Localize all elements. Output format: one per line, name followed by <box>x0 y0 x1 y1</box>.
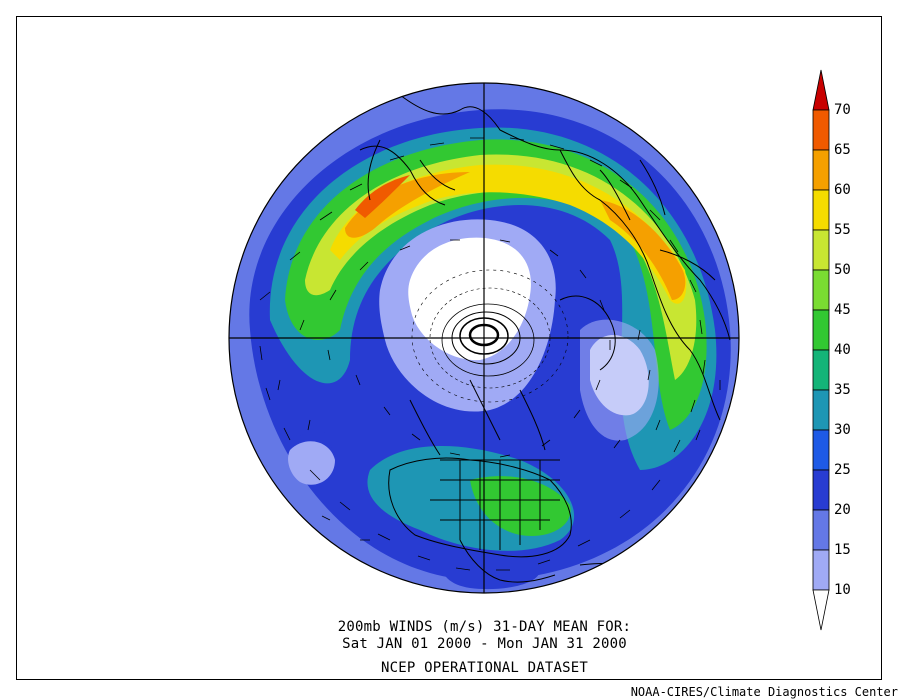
colorbar-label-55: 55 <box>834 222 851 238</box>
colorbar-segment <box>812 389 830 431</box>
colorbar-segment <box>812 109 830 151</box>
caption-line-2: Sat JAN 01 2000 - Mon JAN 31 2000 <box>342 636 627 652</box>
colorbar-label-15: 15 <box>834 542 851 558</box>
plot-frame <box>16 16 882 680</box>
map-boundary <box>228 82 740 594</box>
colorbar-label-50: 50 <box>834 262 851 278</box>
colorbar-label-70: 70 <box>834 102 851 118</box>
colorbar-segment <box>812 549 830 591</box>
colorbar-segment <box>812 229 830 271</box>
caption-line-1: 200mb WINDS (m/s) 31-DAY MEAN FOR: <box>337 619 632 635</box>
colorbar-label-25: 25 <box>834 462 851 478</box>
colorbar-segment <box>812 269 830 311</box>
colorbar-segment <box>812 469 830 511</box>
colorbar-label-10: 10 <box>834 582 851 598</box>
coastlines <box>359 94 731 583</box>
colorbar-label-20: 20 <box>834 502 851 518</box>
colorbar-segment <box>812 349 830 391</box>
colorbar-segment <box>812 189 830 231</box>
colorbar-label-40: 40 <box>834 342 851 358</box>
colorbar-top-arrow <box>812 69 830 111</box>
colorbar-segment <box>812 509 830 551</box>
colorbar-segment <box>812 149 830 191</box>
colorbar-bottom-arrow <box>812 589 830 631</box>
credit-text: NOAA-CIRES/Climate Diagnostics Center <box>630 685 898 699</box>
colorbar-segment <box>812 309 830 351</box>
colorbar-segment <box>812 429 830 471</box>
colorbar-label-65: 65 <box>834 142 851 158</box>
colorbar-label-30: 30 <box>834 422 851 438</box>
caption-line-3: NCEP OPERATIONAL DATASET <box>380 660 589 676</box>
colorbar-label-60: 60 <box>834 182 851 198</box>
map-crosshair <box>229 83 739 593</box>
colorbar <box>812 69 830 631</box>
colorbar-label-35: 35 <box>834 382 851 398</box>
colorbar-label-45: 45 <box>834 302 851 318</box>
